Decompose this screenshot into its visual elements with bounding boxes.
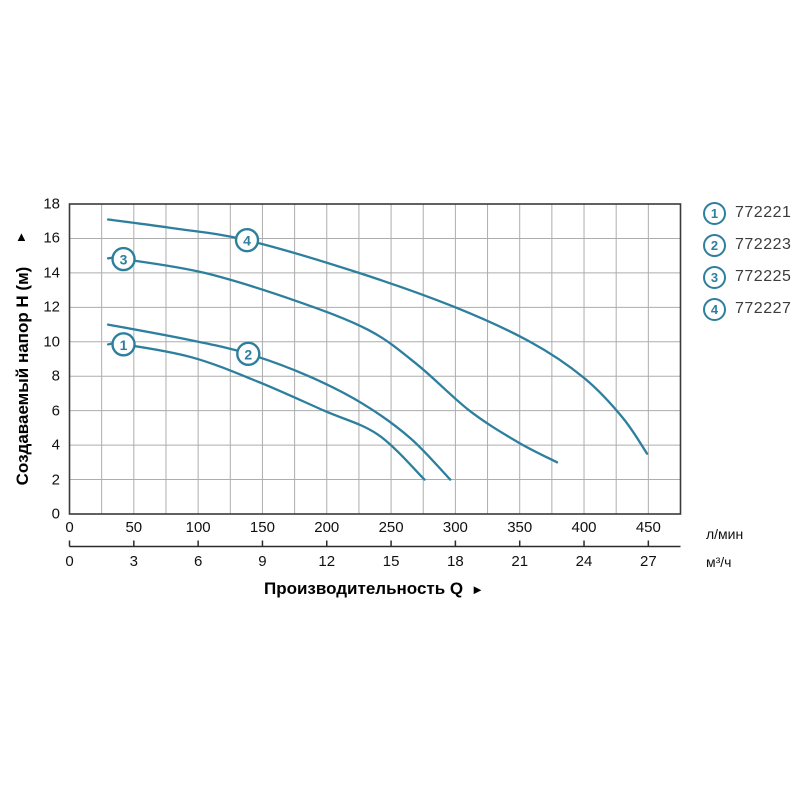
pump-curves	[106, 218, 649, 481]
x-axis-title: Производительность Q ►	[264, 579, 484, 599]
x-primary-tick-label-200: 200	[314, 519, 340, 536]
legend-number-circle-icon: 1	[703, 201, 726, 225]
marker-circle	[111, 246, 136, 272]
x-primary-tick-label-50: 50	[125, 519, 143, 536]
legend: 1 772221 2 772223 3 772225 4 772227	[703, 197, 791, 325]
x-primary-tick-label-450: 450	[635, 519, 661, 536]
x-axis-secondary	[68, 540, 681, 548]
x-primary-tick-label-0: 0	[65, 519, 74, 536]
marker-number: 2	[244, 346, 252, 362]
y-tick-label-8: 8	[51, 367, 60, 385]
curve-number-markers: 1 2 3 4	[111, 227, 261, 367]
x-secondary-tick-label-9: 9	[258, 553, 267, 570]
legend-number-circle-icon: 3	[703, 265, 726, 289]
curve-marker-4: 4	[234, 227, 260, 253]
plot-frame	[68, 203, 682, 515]
x-secondary-tick-label-3: 3	[129, 553, 138, 570]
y-tick-label-18: 18	[43, 195, 60, 213]
curve-772223	[106, 323, 452, 481]
marker-circle	[111, 332, 136, 357]
legend-model-code: 772223	[735, 236, 792, 253]
legend-item-772223: 2 772223	[703, 229, 791, 261]
x-primary-tick-label-100: 100	[185, 519, 211, 536]
x-secondary-tick-label-12: 12	[318, 553, 336, 570]
x-secondary-tick-label-6: 6	[193, 553, 203, 570]
legend-model-code: 772227	[735, 300, 792, 317]
x-primary-tick-label-400: 400	[571, 519, 597, 536]
y-tick-label-4: 4	[51, 436, 60, 454]
y-tick-label-2: 2	[51, 471, 60, 489]
x-secondary-tick-label-21: 21	[511, 553, 529, 570]
legend-model-code: 772221	[735, 204, 792, 221]
marker-number: 3	[120, 252, 128, 268]
x-primary-tick-label-300: 300	[442, 519, 468, 536]
x-secondary-tick-label-0: 0	[65, 553, 74, 570]
curve-772227	[106, 218, 649, 455]
x-axis-secondary-unit: м³/ч	[706, 554, 732, 570]
marker-circle	[236, 341, 261, 367]
grid-lines	[69, 204, 681, 514]
marker-circle	[234, 227, 260, 253]
legend-number-circle-icon: 4	[703, 297, 726, 321]
x-secondary-tick-label-18: 18	[447, 553, 464, 570]
y-tick-label-10: 10	[43, 333, 60, 351]
x-axis-primary-unit: л/мин	[706, 526, 744, 542]
y-tick-label-12: 12	[43, 298, 60, 316]
curve-772225	[106, 256, 559, 464]
y-axis-up-arrow-icon: ▲	[15, 229, 28, 244]
legend-number-circle-icon: 2	[703, 233, 726, 257]
legend-item-772221: 1 772221	[703, 197, 791, 229]
curve-marker-3: 3	[111, 246, 136, 272]
legend-item-772227: 4 772227	[703, 293, 791, 325]
x-secondary-tick-label-27: 27	[639, 553, 657, 570]
y-tick-label-0: 0	[51, 505, 60, 523]
y-tick-label-16: 16	[43, 229, 60, 247]
curve-marker-1: 1	[111, 332, 136, 357]
curve-772221	[106, 342, 426, 481]
legend-item-772225: 3 772225	[703, 261, 791, 293]
marker-number: 1	[120, 337, 128, 353]
marker-number: 4	[243, 233, 251, 249]
y-tick-label-6: 6	[51, 402, 60, 420]
legend-model-code: 772225	[735, 268, 792, 285]
y-tick-label-14: 14	[43, 264, 60, 282]
x-secondary-tick-label-24: 24	[575, 553, 593, 570]
x-axis-right-arrow-icon: ►	[471, 581, 485, 597]
x-primary-tick-label-350: 350	[507, 519, 533, 536]
x-primary-tick-label-150: 150	[249, 519, 275, 536]
x-primary-tick-label-250: 250	[378, 519, 404, 536]
x-axis-title-text: Производительность Q	[263, 579, 464, 598]
y-axis-title: Создаваемый напор H (м)	[13, 266, 32, 486]
curve-marker-2: 2	[236, 341, 261, 367]
x-secondary-tick-label-15: 15	[382, 553, 400, 570]
